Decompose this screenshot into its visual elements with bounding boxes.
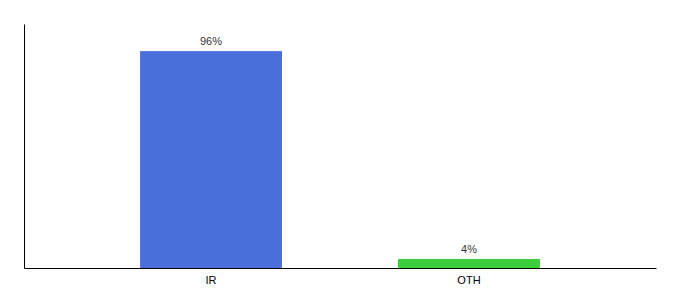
data-label: 4%	[461, 243, 477, 255]
bar	[398, 259, 540, 268]
x-tick-label: OTH	[457, 274, 480, 286]
x-tick: IR	[206, 274, 217, 286]
data-labels: 96% 4%	[200, 35, 477, 255]
bar	[140, 51, 282, 268]
x-tick-label: IR	[206, 274, 217, 286]
x-tick: OTH	[457, 274, 480, 286]
y-axis	[24, 25, 25, 269]
data-label: 96%	[200, 35, 222, 47]
x-axis-line	[25, 268, 657, 269]
chart: 96% 4% IR OTH	[0, 0, 680, 300]
chart-container: 96% 4% IR OTH	[0, 0, 680, 300]
bars	[140, 51, 540, 268]
plot: 96% 4% IR OTH	[25, 25, 657, 286]
y-axis-line	[24, 25, 25, 269]
x-axis: IR OTH	[25, 269, 657, 286]
